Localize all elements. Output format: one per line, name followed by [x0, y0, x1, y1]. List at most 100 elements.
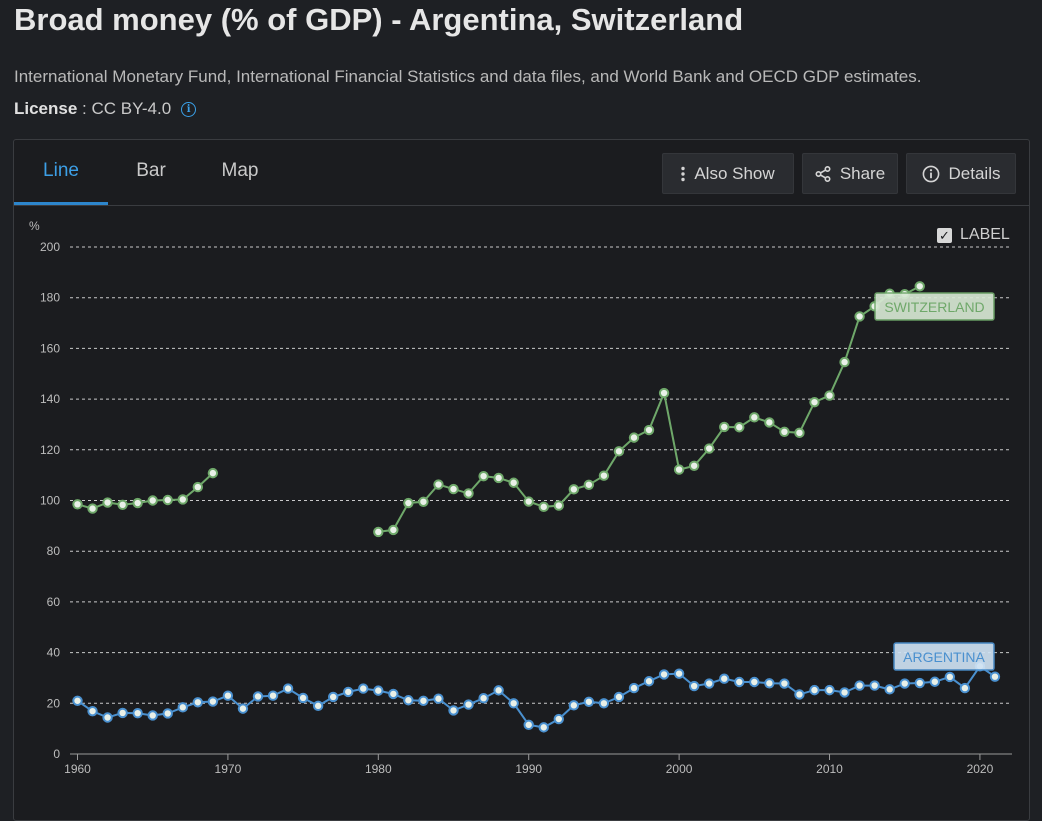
argentina-data-point — [162, 708, 173, 719]
argentina-data-point — [884, 684, 895, 695]
tab-line[interactable]: Line — [14, 140, 108, 205]
argentina-data-point — [478, 693, 489, 704]
argentina-data-point — [583, 696, 595, 707]
argentina-data-point — [658, 669, 670, 680]
argentina-series-label: ARGENTINA — [893, 642, 995, 671]
argentina-data-point — [779, 678, 790, 689]
switzerland-data-point — [433, 479, 444, 490]
argentina-data-point — [598, 698, 610, 709]
switzerland-label-text: SWITZERLAND — [884, 299, 984, 315]
info-icon[interactable]: i — [181, 101, 197, 117]
switzerland-data-point — [794, 427, 805, 439]
y-tick-label: 100 — [40, 494, 60, 508]
switzerland-data-point — [207, 467, 219, 479]
switzerland-data-point — [478, 470, 489, 482]
label-toggle[interactable]: ✓ LABEL — [937, 226, 1010, 244]
switzerland-data-point — [72, 499, 83, 510]
argentina-data-point — [553, 713, 564, 725]
argentina-label-text: ARGENTINA — [903, 649, 985, 665]
more-vertical-icon — [681, 166, 686, 181]
argentina-data-point — [448, 705, 459, 716]
argentina-data-point — [297, 692, 309, 704]
argentina-data-point — [117, 707, 128, 719]
switzerland-data-point — [749, 412, 760, 423]
argentina-data-point — [418, 695, 429, 706]
argentina-data-point — [388, 688, 399, 700]
switzerland-data-point — [388, 524, 399, 536]
argentina-data-point — [358, 683, 369, 694]
argentina-data-point — [207, 696, 219, 707]
argentina-data-point — [628, 682, 640, 694]
details-button[interactable]: Details — [906, 153, 1016, 194]
tab-map[interactable]: Map — [221, 160, 259, 181]
argentina-data-point — [433, 693, 444, 704]
argentina-data-point — [72, 695, 83, 706]
x-tick-label: 1990 — [515, 762, 542, 776]
switzerland-data-point — [87, 503, 98, 514]
argentina-data-point — [989, 671, 1001, 682]
switzerland-data-point — [192, 481, 204, 493]
switzerland-data-point — [448, 483, 459, 495]
license-label: License — [14, 99, 78, 118]
y-tick-label: 200 — [40, 240, 60, 254]
also-show-label: Also Show — [694, 164, 775, 183]
switzerland-series-line — [77, 472, 214, 510]
argentina-data-point — [643, 676, 655, 687]
page-title: Broad money (% of GDP) - Argentina, Swit… — [14, 2, 744, 37]
argentina-data-point — [237, 703, 249, 714]
argentina-data-point — [673, 668, 685, 679]
x-tick-label: 2010 — [816, 762, 843, 776]
share-button[interactable]: Share — [802, 153, 898, 194]
y-tick-label: 160 — [40, 341, 60, 355]
label-toggle-text: LABEL — [960, 226, 1010, 243]
switzerland-data-point — [373, 526, 384, 538]
switzerland-data-point — [463, 488, 474, 499]
also-show-button[interactable]: Also Show — [662, 153, 794, 194]
argentina-data-point — [794, 689, 805, 700]
x-tick-label: 1960 — [64, 762, 91, 776]
x-tick-label: 2000 — [666, 762, 693, 776]
argentina-data-point — [734, 676, 745, 688]
switzerland-series-label: SWITZERLAND — [874, 292, 995, 321]
y-tick-label: 180 — [40, 291, 60, 305]
argentina-data-point — [87, 705, 98, 717]
argentina-data-point — [914, 677, 925, 689]
switzerland-data-point — [643, 424, 655, 436]
x-tick-label: 2020 — [967, 762, 994, 776]
argentina-data-point — [403, 695, 414, 706]
argentina-data-point — [749, 676, 760, 688]
argentina-data-point — [222, 690, 234, 701]
switzerland-data-point — [568, 484, 580, 495]
argentina-data-point — [373, 685, 384, 696]
switzerland-data-point — [162, 494, 173, 506]
details-label: Details — [948, 164, 1001, 183]
label-checkbox[interactable]: ✓ — [937, 227, 952, 243]
switzerland-data-point — [583, 479, 595, 490]
switzerland-data-point — [628, 432, 640, 443]
switzerland-data-point — [177, 494, 188, 505]
y-tick-label: 40 — [47, 646, 61, 660]
tab-bar-chart[interactable]: Bar — [136, 160, 166, 181]
argentina-data-point — [312, 700, 324, 712]
data-source: International Monetary Fund, Internation… — [14, 67, 922, 86]
argentina-data-point — [824, 684, 835, 696]
argentina-label-box — [893, 642, 995, 671]
switzerland-series-line — [378, 285, 921, 533]
argentina-data-point — [508, 698, 519, 709]
argentina-data-point — [493, 685, 504, 696]
switzerland-data-point — [854, 311, 865, 322]
y-tick-label: 0 — [53, 747, 60, 761]
argentina-data-point — [869, 680, 880, 691]
switzerland-data-point — [523, 496, 534, 507]
switzerland-data-point — [598, 470, 610, 481]
switzerland-data-point — [779, 426, 790, 438]
license-value: CC BY-4.0 — [91, 99, 172, 118]
y-tick-label: 60 — [47, 595, 61, 609]
argentina-data-point — [327, 691, 339, 703]
switzerland-data-point — [102, 497, 113, 508]
license-line: License : CC BY-4.0 i — [14, 99, 197, 119]
y-axis-label: % — [29, 219, 40, 233]
argentina-data-point — [899, 678, 910, 689]
argentina-data-point — [343, 686, 354, 698]
switzerland-data-point — [914, 281, 925, 292]
